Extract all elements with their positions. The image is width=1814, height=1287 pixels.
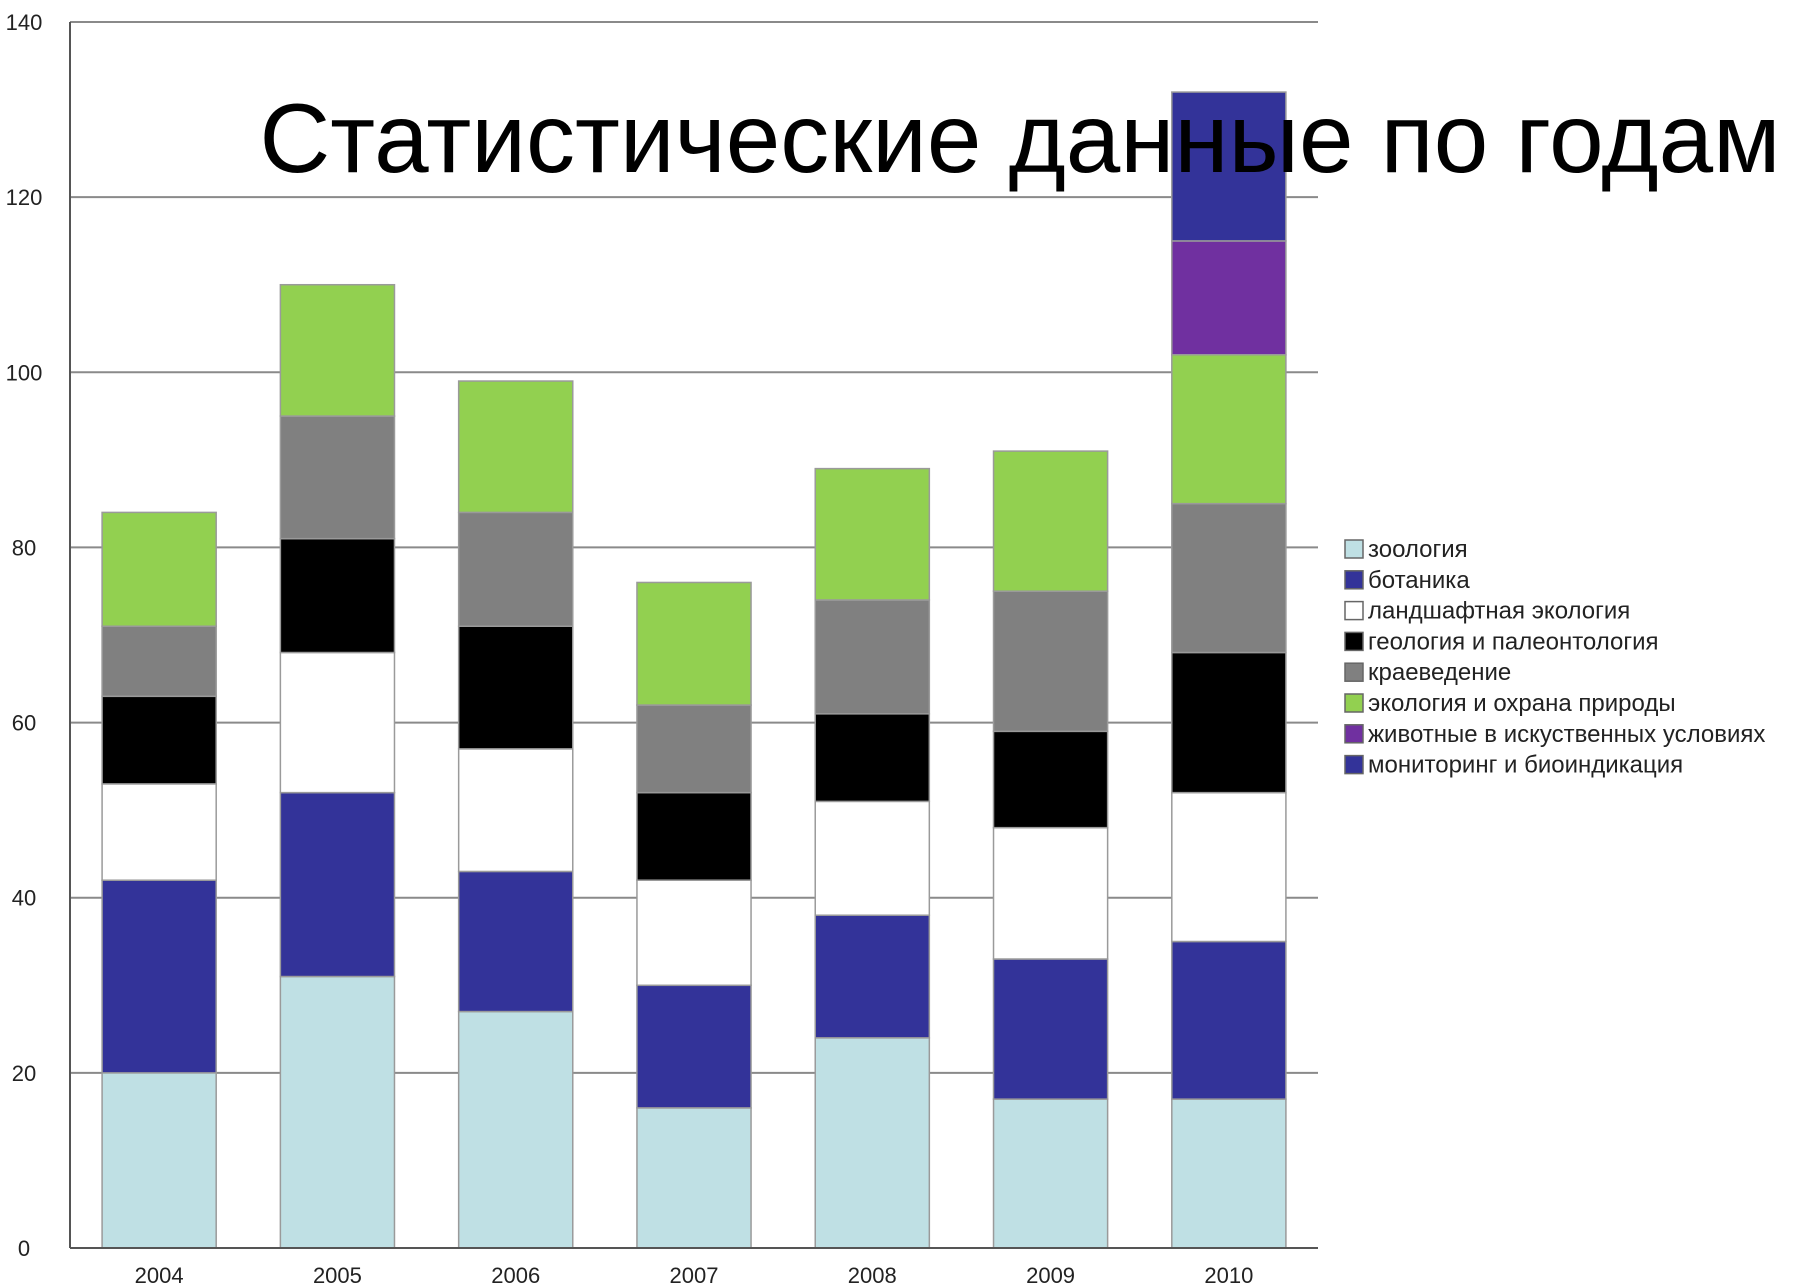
bar-segment: [279, 537, 396, 654]
axes: [69, 22, 1318, 1249]
bar-segment: [279, 283, 396, 417]
legend: зоология ботаника ландшафтная экология геол…: [1344, 536, 1765, 779]
chart-title: Статистические данные по годам: [260, 83, 1781, 193]
bar-segment: [457, 870, 574, 1013]
legend-swatch: [1344, 600, 1364, 621]
bar-segment: [636, 581, 752, 706]
bar-segment: [814, 599, 931, 715]
legend-label: ландшафтная экология: [1368, 598, 1630, 625]
x-tick-label: 2005: [313, 1263, 362, 1287]
legend-swatch: [1344, 631, 1364, 652]
y-tick-label: 120: [6, 185, 43, 210]
x-tick-labels: 2004 2005 2006 2007 2008 2009 2010: [135, 1263, 1254, 1287]
y-tick-label: 80: [12, 535, 36, 560]
bar-segment: [1171, 91, 1287, 242]
legend-swatch: [1344, 662, 1364, 682]
legend-swatch: [1344, 539, 1364, 559]
bar-segment: [1171, 502, 1287, 654]
bar-segment: [992, 450, 1109, 592]
x-tick-label: 2009: [1026, 1263, 1075, 1287]
bar-segment: [457, 1010, 574, 1249]
bar-segment: [101, 625, 217, 698]
bar-segment: [1171, 240, 1287, 356]
bar-segment: [992, 730, 1109, 829]
legend-label: мониторинг и биоиндикация: [1368, 752, 1683, 779]
bar-segment: [279, 975, 396, 1249]
x-tick-label: 2006: [491, 1263, 540, 1287]
bar-segment: [992, 826, 1109, 960]
y-tick-label: 100: [6, 360, 43, 385]
bar-segment: [101, 695, 217, 785]
bars: [101, 91, 1287, 1249]
legend-label: краеведение: [1368, 659, 1511, 686]
legend-label: зоология: [1368, 536, 1468, 563]
legend-label: экология и охрана природы: [1368, 690, 1676, 717]
bar-segment: [636, 879, 752, 987]
bar-segment: [457, 511, 574, 627]
bar-segment: [814, 800, 931, 916]
legend-swatch: [1344, 570, 1364, 590]
bar-segment: [992, 590, 1109, 733]
bar-segment: [814, 467, 931, 601]
legend-label: животные в искуственных условиях: [1368, 721, 1765, 748]
bar-segment: [101, 879, 217, 1074]
y-tick-label: 40: [12, 886, 36, 911]
x-tick-label: 2010: [1204, 1263, 1253, 1287]
bar-segment: [992, 1098, 1109, 1249]
y-tick-labels: 0 20 40 60 80 100 120 140: [6, 10, 43, 1261]
bar-segment: [279, 791, 396, 978]
bar-segment: [636, 704, 752, 794]
x-tick-label: 2008: [848, 1263, 897, 1287]
y-tick-label: 0: [18, 1236, 30, 1261]
bar-segment: [814, 1037, 931, 1249]
bar-segment: [1171, 1098, 1287, 1249]
bar-segment: [636, 1107, 752, 1249]
legend-swatch: [1344, 693, 1364, 713]
bar-segment: [1171, 354, 1287, 505]
y-tick-label: 140: [6, 10, 43, 35]
bar-segment: [814, 713, 931, 803]
legend-swatch: [1344, 724, 1364, 744]
bar-segment: [1171, 940, 1287, 1100]
y-tick-label: 60: [12, 711, 36, 736]
bar-segment: [101, 511, 217, 627]
x-tick-label: 2007: [670, 1263, 719, 1287]
bar-segment: [1171, 651, 1287, 794]
bar-segment: [279, 415, 396, 540]
bar-segment: [101, 783, 217, 881]
bar-segment: [457, 380, 574, 514]
legend-label: ботаника: [1368, 567, 1470, 594]
bar-segment: [101, 1072, 217, 1249]
bar-segment: [992, 958, 1109, 1100]
bar-segment: [636, 984, 752, 1109]
bar-segment: [636, 791, 752, 881]
legend-swatch: [1344, 754, 1364, 775]
x-tick-label: 2004: [135, 1263, 184, 1287]
legend-label: геология и палеонтология: [1368, 628, 1659, 655]
bar-segment: [457, 748, 574, 873]
bar-segment: [279, 651, 396, 794]
bar-segment: [814, 914, 931, 1039]
bar-segment: [457, 625, 574, 750]
y-tick-label: 20: [12, 1061, 36, 1086]
bar-segment: [1171, 791, 1287, 943]
